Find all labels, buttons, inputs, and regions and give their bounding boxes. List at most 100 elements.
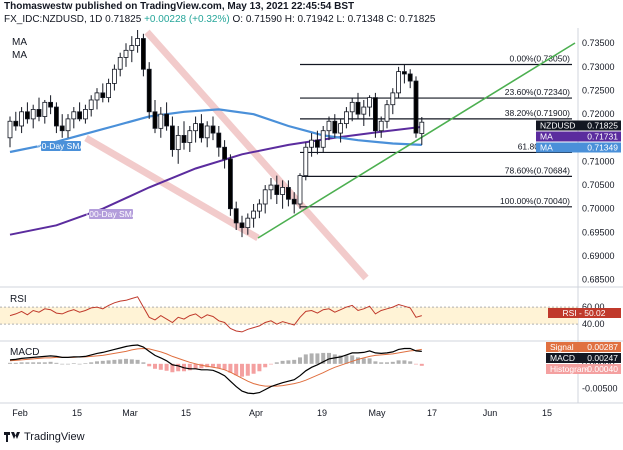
macd-histogram-bar [298,357,302,364]
macd-histogram-bar [71,363,76,364]
price-tick-label: 0.72000 [582,109,615,119]
macd-histogram-bar [390,361,395,364]
ma-legend-1[interactable]: MA [12,37,27,48]
candle-body [204,125,210,139]
macd-histogram-bar [234,363,239,376]
candle-body [285,187,291,200]
candle-body [361,106,367,115]
author-name[interactable]: Thomaswestw published on TradingView.com… [4,1,355,12]
macd-histogram-bar [245,363,250,376]
candle-body [291,198,297,205]
price-change: +0.00228 (+0.32%) [144,14,230,25]
macd-histogram-bar [199,363,204,369]
macd-histogram-bar [42,362,47,364]
fib-level-label: 23.60%(0.72340) [505,87,570,97]
candle-body [303,146,309,177]
macd-histogram-bar [13,362,18,364]
candle-body [158,113,164,129]
macd-histogram-bar [187,363,192,371]
sma-50-tag: 50-Day SMA [37,141,85,151]
macd-histogram-bar [396,360,401,364]
candle-body [216,132,222,148]
macd-histogram-bar [158,363,163,370]
macd-histogram-bar [373,361,378,364]
candle-body [181,135,187,143]
tradingview-logo-icon [4,432,20,442]
macd-histogram-bar [385,362,389,364]
candle-body [36,109,42,117]
candle-body [7,120,13,139]
candle-body [314,139,320,148]
candle-body [326,120,332,132]
time-tick-label: 15 [542,408,552,418]
macd-histogram-bar [205,363,210,368]
macd-histogram-bar [211,363,215,367]
macd-tag-box [546,342,621,352]
candle-body [297,175,303,205]
candle-body [251,210,257,219]
candle-body [123,49,129,58]
candle-body [227,158,233,210]
rsi-pane-title[interactable]: RSI [10,294,27,305]
symbol-line: FX_IDC:NZDUSD, 1D 0.71825 +0.00228 (+0.3… [4,14,435,25]
ma-legend-2[interactable]: MA [12,50,27,61]
candle-body [343,111,349,125]
candle-body [401,71,407,75]
candle-body [378,120,384,132]
ma-100-line [9,125,422,236]
macd-histogram-bar [315,353,320,364]
candle-body [233,208,239,224]
candle-body [187,130,193,143]
macd-histogram-bar [286,360,291,364]
time-tick-label: Jun [483,408,498,418]
candle-body [152,111,158,129]
macd-histogram-bar [216,363,221,369]
macd-histogram-bar [95,361,99,364]
macd-histogram-bar [332,354,337,364]
macd-histogram-bar [147,363,152,367]
rsi-tick-label: 60.00 [582,302,605,312]
price-tick-label: 0.73500 [582,38,615,48]
macd-histogram-bar [60,363,65,365]
publish-info: Thomaswestw published on TradingView.com… [4,1,354,12]
candle-body [338,123,344,134]
candle-body [256,203,262,212]
candle-body [413,80,419,134]
rsi-band [0,307,578,325]
candle-body [140,38,146,70]
macd-histogram-bar [129,359,134,364]
macd-histogram-bar [240,363,244,377]
macd-tag-name: Signal [550,342,574,352]
nzdusd-chart[interactable]: 0.735000.730000.725000.720000.715000.710… [0,0,623,430]
candle-body [419,121,425,134]
macd-histogram-bar [257,363,262,372]
macd-histogram-bar [379,362,384,364]
candle-body [106,83,111,99]
symbol-name[interactable]: FX_IDC:NZDUSD, 1D [4,14,103,25]
price-tag-name: MA [540,132,553,142]
candle-body [349,101,355,113]
last-price: 0.71825 [105,14,142,25]
candle-body [222,146,228,160]
candle-body [13,120,19,127]
macd-histogram-bar [124,358,128,364]
macd-histogram-bar [89,362,94,364]
time-tick-label: 15 [181,408,191,418]
candle-body [164,113,170,127]
fib-level-label: 78.60%(0.70684) [505,165,570,175]
macd-histogram-bar [141,362,146,364]
fib-level-label: 0.00%(0.73050) [510,54,571,64]
candle-body [355,101,361,115]
candle-body [239,222,245,229]
tradingview-footer[interactable]: TradingView [4,431,85,443]
ma-50-line [9,108,422,154]
candle-body [245,217,251,229]
candle-body [169,125,175,151]
candle-body [42,101,48,117]
candle-body [65,118,71,132]
macd-pane-title[interactable]: MACD [10,347,40,358]
macd-histogram-bar [350,355,355,364]
candle-body [100,92,106,99]
macd-histogram-bar [31,362,36,364]
macd-tick-label: -0.00500 [582,384,618,394]
